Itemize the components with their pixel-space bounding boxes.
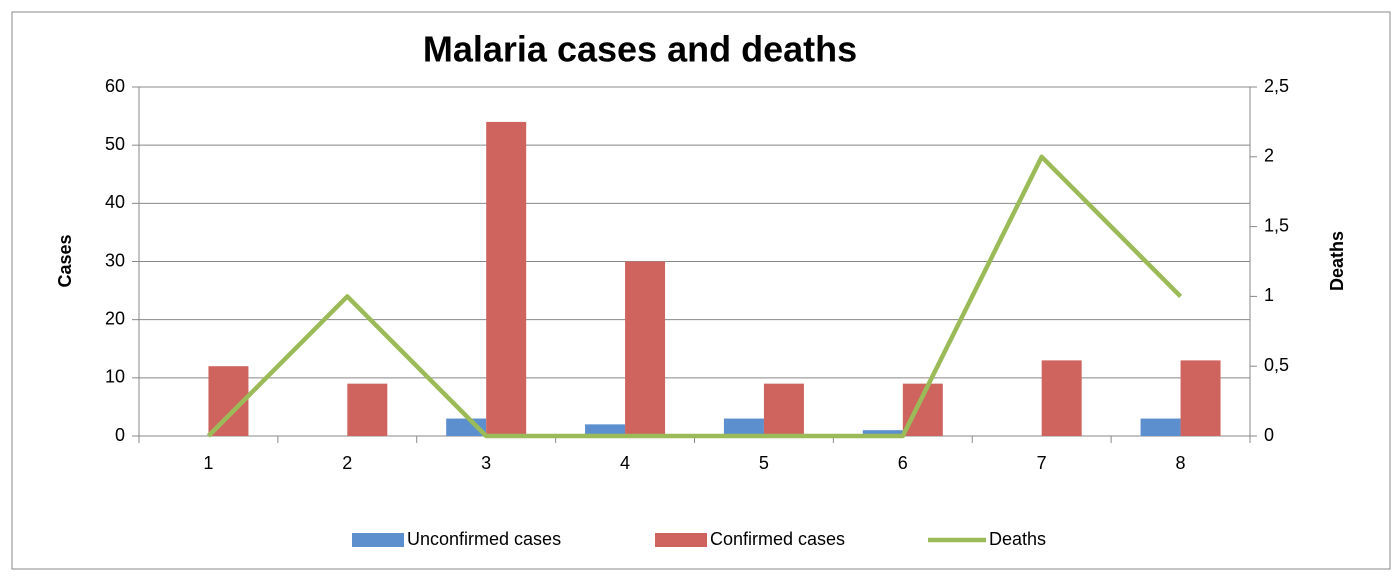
y-tick-label: 50 (105, 134, 125, 154)
y-axis-label: Cases (55, 234, 75, 287)
x-tick-label: 2 (342, 453, 352, 473)
y-tick-label: 0 (115, 425, 125, 445)
y-tick-label: 10 (105, 367, 125, 387)
x-tick-label: 3 (481, 453, 491, 473)
y-tick-label: 30 (105, 250, 125, 270)
y2-tick-label: 1 (1264, 285, 1274, 305)
y-tick-label: 60 (105, 76, 125, 96)
bar (585, 424, 626, 436)
legend-swatch (352, 533, 404, 547)
y2-tick-label: 1,5 (1264, 215, 1289, 235)
chart-border (11, 11, 1391, 570)
x-tick-label: 5 (759, 453, 769, 473)
y2-tick-label: 0,5 (1264, 355, 1289, 375)
y2-tick-label: 2,5 (1264, 76, 1289, 96)
bar (1041, 360, 1082, 436)
x-tick-label: 4 (620, 453, 630, 473)
chart-title: Malaria cases and deaths (423, 29, 857, 70)
y-tick-label: 20 (105, 308, 125, 328)
line (206, 154, 1183, 439)
x-tick-label: 7 (1037, 453, 1047, 473)
y2-axis-label: Deaths (1327, 231, 1347, 291)
x-tick-label: 1 (203, 453, 213, 473)
y2-tick-label: 2 (1264, 146, 1274, 166)
y-tick-label: 40 (105, 192, 125, 212)
bar (625, 261, 666, 436)
legend-label: Deaths (989, 529, 1046, 549)
x-tick-label: 6 (898, 453, 908, 473)
bar (347, 383, 388, 436)
x-tick-label: 8 (1176, 453, 1186, 473)
legend-label: Confirmed cases (710, 529, 845, 549)
bar (1140, 418, 1181, 436)
bar (486, 121, 527, 437)
bar (723, 418, 764, 436)
y2-tick-label: 0 (1264, 425, 1274, 445)
bar (763, 383, 804, 436)
legend-label: Unconfirmed cases (407, 529, 561, 549)
bar (1180, 360, 1221, 436)
bar (862, 430, 903, 436)
legend-swatch (655, 533, 707, 547)
